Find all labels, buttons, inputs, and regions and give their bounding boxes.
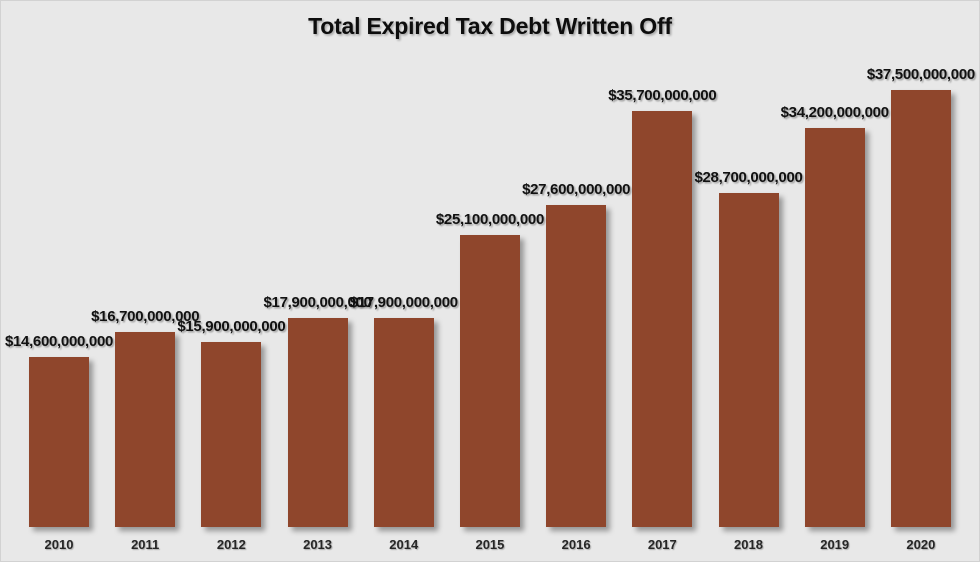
x-axis-label: 2020: [906, 537, 936, 552]
bar-value-label: $15,900,000,000: [177, 318, 286, 335]
bar-column-2012: $15,900,000,000 2012: [177, 318, 285, 561]
bar-value-label: $27,600,000,000: [522, 181, 631, 198]
bar-2013: [287, 318, 348, 527]
x-axis-label: 2014: [389, 537, 419, 552]
bar-column-2020: $37,500,000,000 2020: [867, 66, 975, 561]
bar-value-label: $35,700,000,000: [608, 87, 717, 104]
bar-column-2016: $27,600,000,000 2016: [522, 181, 630, 561]
plot-area: $14,600,000,000 2010 $16,700,000,000 2011 $1…: [1, 66, 979, 561]
x-axis-label: 2016: [561, 537, 591, 552]
bar-2010: [29, 357, 89, 527]
x-axis-label: 2010: [44, 537, 74, 552]
bar-value-label: $34,200,000,000: [780, 104, 889, 121]
x-axis-label: 2015: [475, 537, 505, 552]
bar-column-2017: $35,700,000,000 2017: [608, 87, 716, 561]
bar-value-label: $37,500,000,000: [866, 66, 975, 83]
bar-value-label: $17,900,000,000: [263, 294, 372, 311]
bar-2020: [890, 90, 951, 527]
bar-2011: [115, 332, 176, 527]
bar-column-2018: $28,700,000,000 2018: [694, 169, 802, 561]
bar-2012: [201, 342, 262, 527]
x-axis-label: 2018: [734, 537, 763, 552]
bar-2018: [718, 193, 779, 527]
x-axis-label: 2017: [647, 537, 677, 552]
bar-column-2011: $16,700,000,000 2011: [91, 308, 199, 561]
bar-column-2013: $17,900,000,000 2013: [264, 294, 372, 561]
bar-column-2014: $17,900,000,000 2014: [350, 294, 458, 561]
bar-column-2010: $14,600,000,000 2010: [5, 333, 113, 561]
bar-2019: [804, 128, 865, 527]
x-axis-label: 2019: [820, 537, 850, 552]
bar-value-label: $25,100,000,000: [435, 211, 544, 228]
bar-value-label: $17,900,000,000: [349, 294, 458, 311]
chart-title: Total Expired Tax Debt Written Off: [308, 13, 672, 39]
bar-value-label: $14,600,000,000: [4, 333, 114, 350]
bar-2017: [632, 111, 693, 527]
bar-2014: [373, 318, 434, 527]
bar-column-2015: $25,100,000,000 2015: [436, 211, 544, 561]
bar-column-2019: $34,200,000,000 2019: [781, 104, 889, 561]
x-axis-label: 2013: [303, 537, 333, 552]
x-axis-label: 2012: [216, 537, 246, 552]
bar-value-label: $16,700,000,000: [91, 308, 200, 325]
bar-2015: [459, 235, 520, 527]
bar-value-label: $28,700,000,000: [694, 169, 803, 186]
x-axis-label: 2011: [131, 537, 160, 552]
bar-2016: [546, 205, 607, 527]
